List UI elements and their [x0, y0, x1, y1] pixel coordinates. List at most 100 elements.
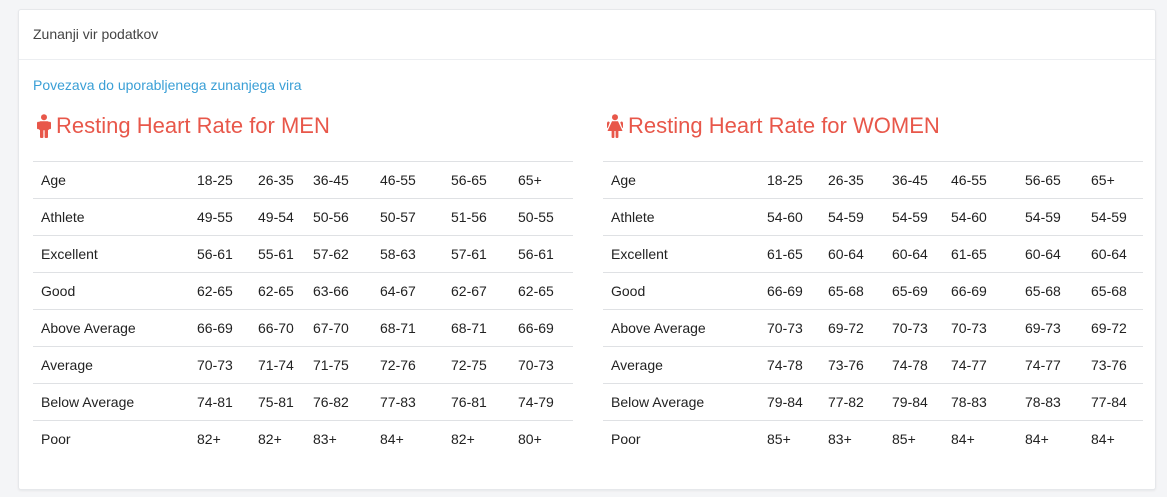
women-heart-rate-table: Age 18-25 26-35 36-45 46-55 56-65 65+ Athlete 54…	[603, 161, 1143, 458]
table-cell: 66-69	[943, 272, 1017, 310]
table-cell: 58-63	[372, 235, 443, 273]
table-cell: 49-54	[250, 198, 305, 236]
table-cell: 66-69	[759, 272, 820, 310]
men-table-title: Resting Heart Rate for MEN	[37, 111, 573, 141]
table-cell: 76-82	[305, 383, 372, 421]
table-cell: 82+	[443, 420, 510, 458]
row-label: Excellent	[603, 235, 759, 273]
table-cell: 69-73	[1017, 309, 1083, 347]
table-cell: 73-76	[820, 346, 884, 384]
table-cell: 66-69	[189, 309, 250, 347]
table-cell: 74-77	[1017, 346, 1083, 384]
table-cell: 60-64	[884, 235, 943, 273]
table-row: Age 18-25 26-35 36-45 46-55 56-65 65+	[33, 161, 573, 199]
table-cell: 63-66	[305, 272, 372, 310]
female-icon	[607, 114, 623, 138]
table-row: Average 70-73 71-74 71-75 72-76 72-75 70-73	[33, 346, 573, 384]
table-cell: 79-84	[759, 383, 820, 421]
table-cell: 84+	[372, 420, 443, 458]
table-cell: 56-61	[510, 235, 573, 273]
men-title-text: Resting Heart Rate for MEN	[56, 113, 330, 138]
row-label: Excellent	[33, 235, 189, 273]
table-row: Athlete 49-55 49-54 50-56 50-57 51-56 50-55	[33, 198, 573, 236]
table-cell: 54-59	[884, 198, 943, 236]
table-row: Excellent 56-61 55-61 57-62 58-63 57-61 56-61	[33, 235, 573, 273]
table-cell: 26-35	[250, 161, 305, 199]
table-cell: 74-78	[884, 346, 943, 384]
table-row: Above Average 66-69 66-70 67-70 68-71 68-71 66…	[33, 309, 573, 347]
table-cell: 72-76	[372, 346, 443, 384]
table-row: Athlete 54-60 54-59 54-59 54-60 54-59 54-59	[603, 198, 1143, 236]
table-cell: 51-56	[443, 198, 510, 236]
table-row: Age 18-25 26-35 36-45 46-55 56-65 65+	[603, 161, 1143, 199]
table-cell: 46-55	[372, 161, 443, 199]
women-table-title: Resting Heart Rate for WOMEN	[607, 111, 1143, 141]
table-cell: 65+	[1083, 161, 1143, 199]
table-cell: 65-69	[884, 272, 943, 310]
row-label: Average	[33, 346, 189, 384]
table-cell: 68-71	[372, 309, 443, 347]
external-source-link[interactable]: Povezava do uporabljenega zunanjega vira	[33, 77, 302, 93]
table-cell: 65-68	[1017, 272, 1083, 310]
table-cell: 57-62	[305, 235, 372, 273]
row-label: Below Average	[603, 383, 759, 421]
card-body: Povezava do uporabljenega zunanjega vira…	[19, 60, 1155, 471]
table-cell: 77-84	[1083, 383, 1143, 421]
table-cell: 62-65	[510, 272, 573, 310]
table-cell: 50-55	[510, 198, 573, 236]
table-cell: 84+	[943, 420, 1017, 458]
table-cell: 68-71	[443, 309, 510, 347]
table-cell: 56-65	[1017, 161, 1083, 199]
row-label: Good	[603, 272, 759, 310]
table-cell: 74-79	[510, 383, 573, 421]
table-row: Below Average 74-81 75-81 76-82 77-83 76-81 74…	[33, 383, 573, 421]
table-cell: 69-72	[1083, 309, 1143, 347]
table-cell: 64-67	[372, 272, 443, 310]
table-cell: 36-45	[305, 161, 372, 199]
table-cell: 60-64	[1083, 235, 1143, 273]
table-row: Poor 85+ 83+ 85+ 84+ 84+ 84+	[603, 420, 1143, 458]
men-heart-rate-table: Age 18-25 26-35 36-45 46-55 56-65 65+ Athlete 49…	[33, 161, 573, 458]
row-label: Above Average	[603, 309, 759, 347]
table-row: Above Average 70-73 69-72 70-73 70-73 69-73 69…	[603, 309, 1143, 347]
table-cell: 54-59	[820, 198, 884, 236]
table-cell: 74-81	[189, 383, 250, 421]
table-cell: 65+	[510, 161, 573, 199]
table-cell: 49-55	[189, 198, 250, 236]
table-cell: 67-70	[305, 309, 372, 347]
table-cell: 57-61	[443, 235, 510, 273]
table-cell: 74-78	[759, 346, 820, 384]
table-row: Excellent 61-65 60-64 60-64 61-65 60-64 60-64	[603, 235, 1143, 273]
table-cell: 65-68	[820, 272, 884, 310]
table-row: Good 62-65 62-65 63-66 64-67 62-67 62-65	[33, 272, 573, 310]
row-label: Above Average	[33, 309, 189, 347]
table-cell: 83+	[305, 420, 372, 458]
women-title-text: Resting Heart Rate for WOMEN	[628, 113, 940, 138]
women-table-block: Resting Heart Rate for WOMEN Age 18-25 26-…	[603, 111, 1143, 458]
table-cell: 62-65	[189, 272, 250, 310]
table-cell: 18-25	[189, 161, 250, 199]
table-cell: 82+	[189, 420, 250, 458]
table-cell: 76-81	[443, 383, 510, 421]
table-cell: 62-65	[250, 272, 305, 310]
row-label: Poor	[603, 420, 759, 458]
row-label: Age	[33, 161, 189, 199]
table-cell: 82+	[250, 420, 305, 458]
table-cell: 78-83	[1017, 383, 1083, 421]
row-label: Poor	[33, 420, 189, 458]
table-cell: 77-83	[372, 383, 443, 421]
table-cell: 70-73	[189, 346, 250, 384]
table-cell: 69-72	[820, 309, 884, 347]
table-cell: 56-65	[443, 161, 510, 199]
table-row: Average 74-78 73-76 74-78 74-77 74-77 73-76	[603, 346, 1143, 384]
table-cell: 77-82	[820, 383, 884, 421]
table-cell: 36-45	[884, 161, 943, 199]
table-cell: 54-60	[943, 198, 1017, 236]
card-title: Zunanji vir podatkov	[19, 10, 1155, 60]
table-cell: 70-73	[884, 309, 943, 347]
table-cell: 18-25	[759, 161, 820, 199]
table-cell: 60-64	[820, 235, 884, 273]
men-table-block: Resting Heart Rate for MEN Age 18-25 26-35…	[33, 111, 573, 458]
table-row: Good 66-69 65-68 65-69 66-69 65-68 65-68	[603, 272, 1143, 310]
table-cell: 85+	[884, 420, 943, 458]
